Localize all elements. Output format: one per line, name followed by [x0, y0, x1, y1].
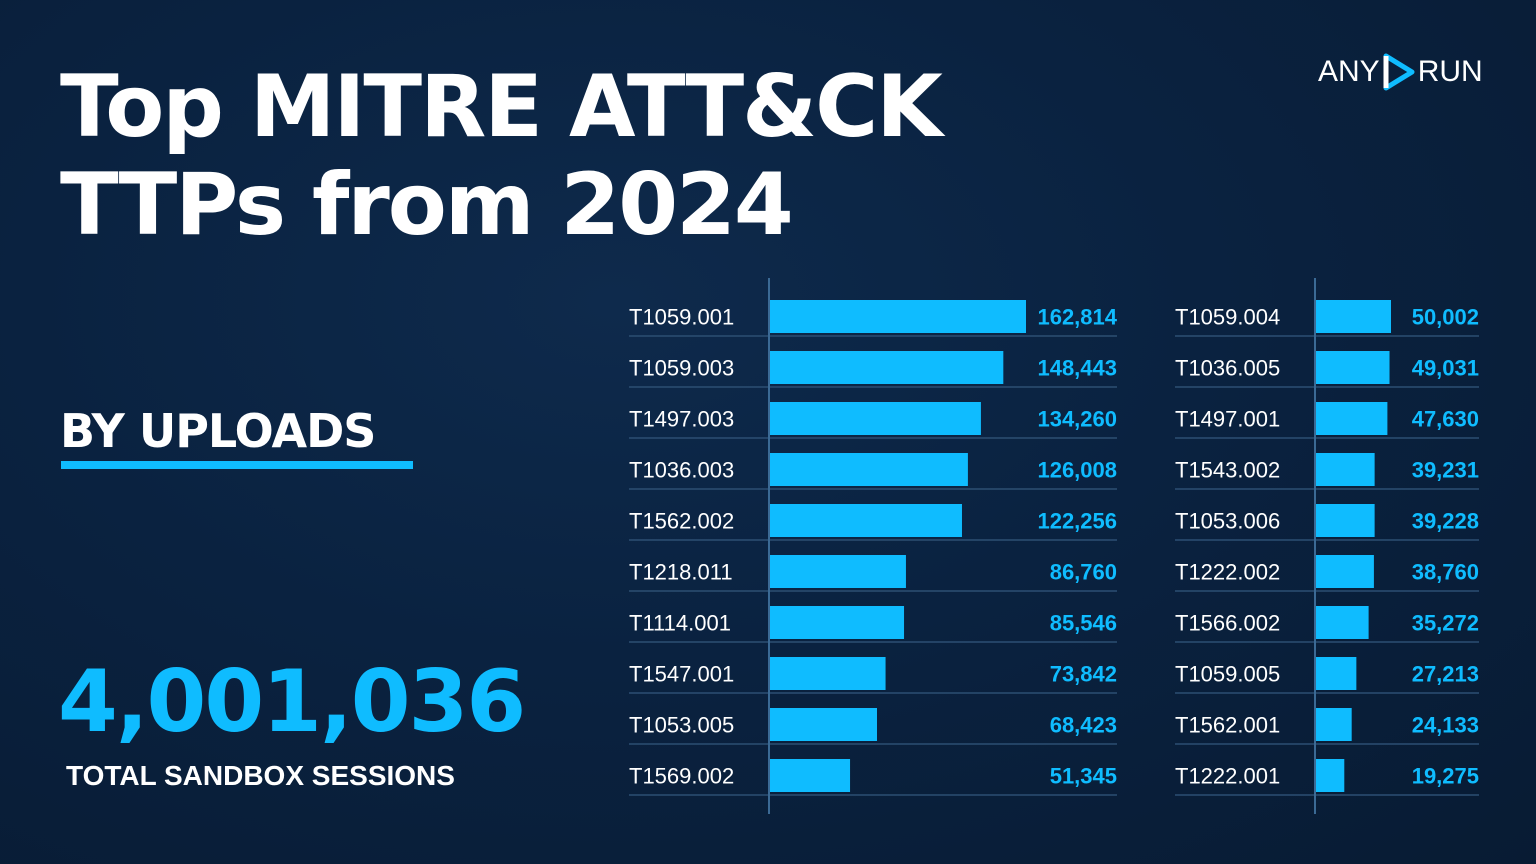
value-label: 148,443	[1037, 356, 1117, 381]
section-label: BY UPLOADS	[60, 404, 376, 458]
title-line-2: TTPs from 2024	[60, 155, 794, 255]
section-underline	[61, 461, 413, 469]
bar-T1222-001	[1315, 759, 1345, 792]
bar-T1569-002	[769, 759, 851, 792]
bar-T1059-004	[1315, 300, 1391, 333]
bar-T1036-003	[769, 453, 968, 486]
bar-T1053-005	[769, 708, 878, 741]
category-label: T1059.001	[629, 305, 734, 330]
category-label: T1114.001	[629, 611, 731, 636]
logo-text-right: RUN	[1417, 55, 1483, 88]
category-label: T1218.011	[629, 560, 733, 585]
category-label: T1562.001	[1175, 713, 1280, 738]
play-icon	[1383, 53, 1415, 91]
value-label: 49,031	[1412, 356, 1479, 381]
title-line-1: Top MITRE ATT&CK	[60, 57, 943, 157]
bar-T1562-002	[769, 504, 962, 537]
value-label: 68,423	[1050, 713, 1117, 738]
bar-T1543-002	[1315, 453, 1375, 486]
bar-T1222-002	[1315, 555, 1374, 588]
category-label: T1059.003	[629, 356, 734, 381]
bar-T1059-003	[769, 351, 1004, 384]
value-label: 38,760	[1412, 560, 1479, 585]
any-run-logo: ANY RUN	[1318, 52, 1483, 92]
bar-T1497-003	[769, 402, 981, 435]
category-label: T1569.002	[629, 764, 734, 789]
value-label: 24,133	[1412, 713, 1479, 738]
value-label: 162,814	[1037, 305, 1117, 330]
category-label: T1547.001	[629, 662, 734, 687]
category-label: T1497.001	[1175, 407, 1280, 432]
bar-T1059-001	[769, 300, 1026, 333]
value-label: 39,228	[1412, 509, 1479, 534]
bar-T1114-001	[769, 606, 905, 639]
logo-text-left: ANY	[1318, 55, 1380, 88]
category-label: T1566.002	[1175, 611, 1280, 636]
bar-T1059-005	[1315, 657, 1357, 690]
value-label: 126,008	[1037, 458, 1117, 483]
category-label: T1036.005	[1175, 356, 1280, 381]
category-label: T1562.002	[629, 509, 734, 534]
bar-T1562-001	[1315, 708, 1352, 741]
category-label: T1222.002	[1175, 560, 1280, 585]
value-label: 134,260	[1037, 407, 1117, 432]
category-label: T1053.006	[1175, 509, 1280, 534]
category-label: T1036.003	[629, 458, 734, 483]
category-label: T1059.004	[1175, 305, 1280, 330]
value-label: 122,256	[1037, 509, 1117, 534]
category-label: T1543.002	[1175, 458, 1280, 483]
total-sessions-value: 4,001,036	[58, 652, 526, 752]
bar-T1547-001	[769, 657, 886, 690]
total-sessions-label: TOTAL SANDBOX SESSIONS	[66, 760, 455, 791]
category-label: T1222.001	[1175, 764, 1280, 789]
value-label: 51,345	[1050, 764, 1117, 789]
value-label: 86,760	[1050, 560, 1117, 585]
value-label: 47,630	[1412, 407, 1479, 432]
value-label: 39,231	[1412, 458, 1479, 483]
page-title: Top MITRE ATT&CK TTPs from 2024	[60, 57, 943, 255]
value-label: 27,213	[1412, 662, 1479, 687]
value-label: 50,002	[1412, 305, 1479, 330]
value-label: 73,842	[1050, 662, 1117, 687]
category-label: T1497.003	[629, 407, 734, 432]
category-label: T1053.005	[629, 713, 734, 738]
bar-T1566-002	[1315, 606, 1369, 639]
value-label: 19,275	[1412, 764, 1479, 789]
value-label: 85,546	[1050, 611, 1117, 636]
bar-T1497-001	[1315, 402, 1388, 435]
category-label: T1059.005	[1175, 662, 1280, 687]
bar-T1036-005	[1315, 351, 1390, 384]
value-label: 35,272	[1412, 611, 1479, 636]
bar-T1053-006	[1315, 504, 1375, 537]
bar-T1218-011	[769, 555, 906, 588]
